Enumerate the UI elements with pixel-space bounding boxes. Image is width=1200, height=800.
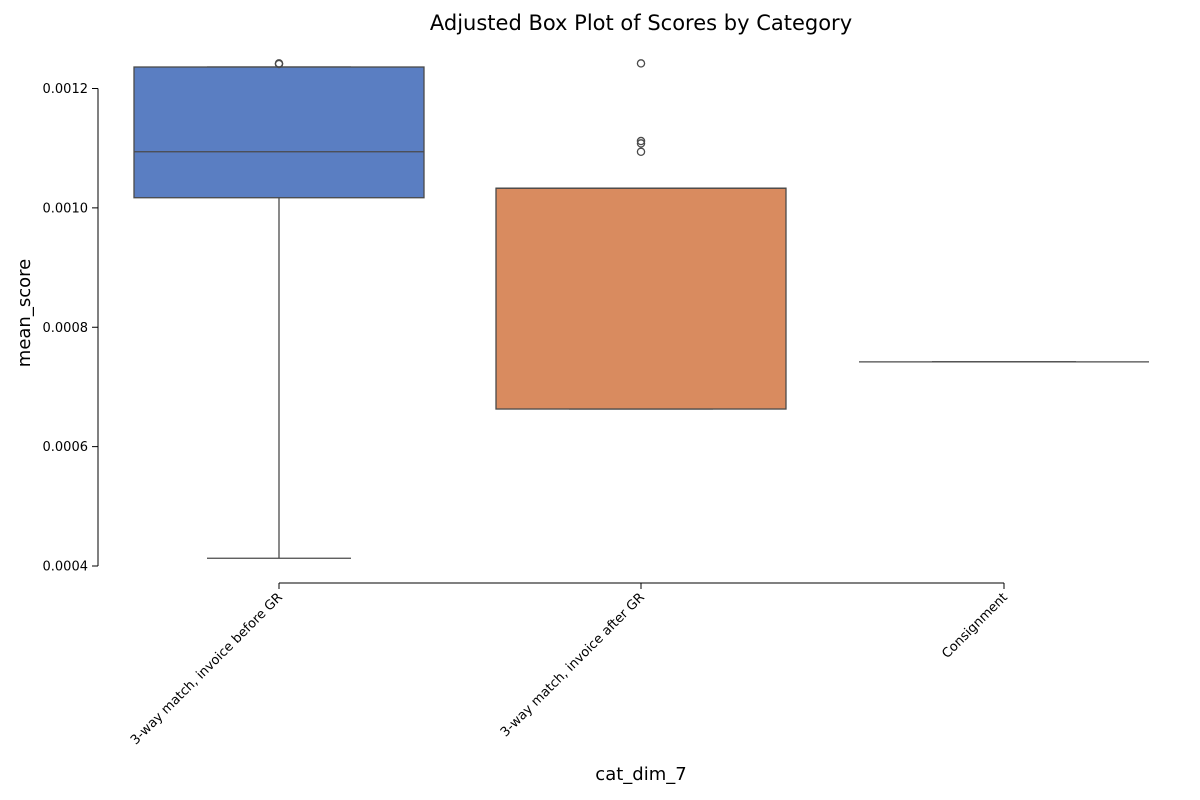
- y-tick-label: 0.0004: [43, 560, 89, 575]
- y-tick-label: 0.0010: [43, 201, 89, 216]
- y-tick-label: 0.0008: [43, 321, 89, 336]
- y-tick-label: 0.0012: [43, 82, 89, 97]
- box: [133, 66, 425, 199]
- y-tick-label: 0.0006: [43, 440, 89, 455]
- chart-title: Adjusted Box Plot of Scores by Category: [430, 11, 852, 35]
- outlier-point: [636, 59, 646, 68]
- box-group: [495, 59, 787, 410]
- box: [495, 187, 787, 410]
- plot-area: [133, 59, 1149, 559]
- outlier-point: [636, 147, 646, 157]
- x-tick-label: 3-way match, invoice before GR: [128, 590, 286, 748]
- y-axis: 0.0004 0.0006 0.0008 0.0010 0.0012: [43, 82, 99, 575]
- y-axis-label: mean_score: [14, 259, 35, 367]
- x-axis: 3-way match, invoice before GR 3-way matc…: [128, 582, 1011, 748]
- x-tick-label: 3-way match, invoice after GR: [498, 590, 648, 740]
- outlier-point: [636, 136, 646, 146]
- box-group: [133, 59, 425, 559]
- x-tick-label: Consignment: [939, 590, 1011, 662]
- x-axis-label: cat_dim_7: [595, 764, 686, 785]
- outlier-point: [274, 59, 284, 68]
- outlier-point: [636, 139, 646, 148]
